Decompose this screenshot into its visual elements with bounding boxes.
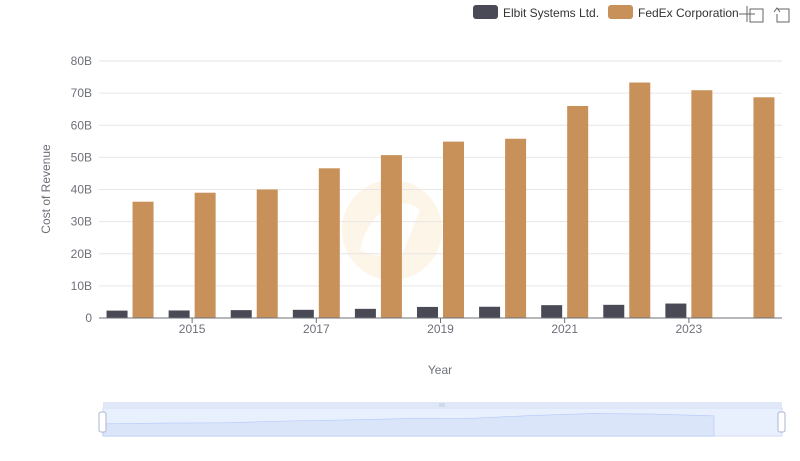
x-tick-label: 2023 [676, 322, 703, 336]
slider-handle-right[interactable] [777, 411, 786, 433]
slider-handle-left[interactable] [98, 411, 107, 433]
y-axis-title: Cost of Revenue [39, 144, 53, 234]
restore-arrow-icon[interactable] [773, 7, 790, 23]
x-tick-label: 2021 [551, 322, 578, 336]
legend-item-elbit[interactable]: Elbit Systems Ltd. [473, 5, 599, 20]
y-tick-label: 20B [71, 247, 92, 261]
data-zoom-slider[interactable] [98, 402, 786, 437]
bar-elbit-2020[interactable] [479, 306, 501, 318]
bar-elbit-2018[interactable] [354, 308, 376, 318]
bar-fedex-2021[interactable] [567, 105, 589, 318]
legend-swatch-fedex [608, 5, 633, 19]
slider-selected-range [103, 408, 782, 436]
legend-swatch-elbit [473, 5, 498, 19]
y-tick-label: 30B [71, 215, 92, 229]
x-tick-label: 2019 [427, 322, 454, 336]
x-tick-label: 2015 [179, 322, 206, 336]
legend: Elbit Systems Ltd. FedEx Corporation [473, 5, 739, 20]
y-tick-label: 40B [71, 183, 92, 197]
x-axis-title: Year [428, 363, 452, 377]
bar-fedex-2019[interactable] [443, 141, 464, 318]
bar-fedex-2024[interactable] [753, 97, 775, 319]
bar-elbit-2017[interactable] [292, 309, 314, 318]
bar-elbit-2019[interactable] [417, 306, 438, 318]
bar-elbit-2023[interactable] [665, 303, 687, 318]
x-tick-label: 2017 [303, 322, 330, 336]
legend-item-fedex[interactable]: FedEx Corporation [608, 5, 739, 20]
bar-elbit-2021[interactable] [541, 305, 563, 318]
axes: 0 10B 20B 30B 40B 50B 60B 70B 80B 2015 2017 2019 202… [71, 54, 782, 336]
zoom-crosshair-icon[interactable] [739, 6, 764, 23]
y-tick-label: 0 [85, 311, 92, 325]
bar-elbit-2014[interactable] [106, 310, 128, 318]
bar-fedex-2020[interactable] [505, 138, 527, 318]
bar-fedex-2016[interactable] [256, 189, 278, 319]
legend-label-fedex: FedEx Corporation [638, 6, 739, 20]
bar-elbit-2015[interactable] [168, 310, 190, 318]
bar-elbit-2016[interactable] [230, 310, 252, 318]
legend-label-elbit: Elbit Systems Ltd. [503, 6, 599, 20]
bar-fedex-2015[interactable] [194, 192, 216, 318]
bar-fedex-2022[interactable] [629, 82, 651, 319]
bars [106, 82, 775, 319]
bar-fedex-2018[interactable] [380, 155, 402, 318]
bar-elbit-2022[interactable] [603, 304, 625, 318]
y-tick-label: 60B [71, 118, 92, 132]
y-tick-label: 50B [71, 150, 92, 164]
slider-top-bar[interactable] [103, 402, 782, 408]
y-tick-label: 80B [71, 54, 92, 68]
y-tick-label: 70B [71, 86, 92, 100]
bar-fedex-2017[interactable] [318, 168, 340, 318]
bar-fedex-2014[interactable] [132, 201, 154, 318]
bar-fedex-2023[interactable] [691, 90, 713, 318]
y-tick-label: 10B [71, 279, 92, 293]
